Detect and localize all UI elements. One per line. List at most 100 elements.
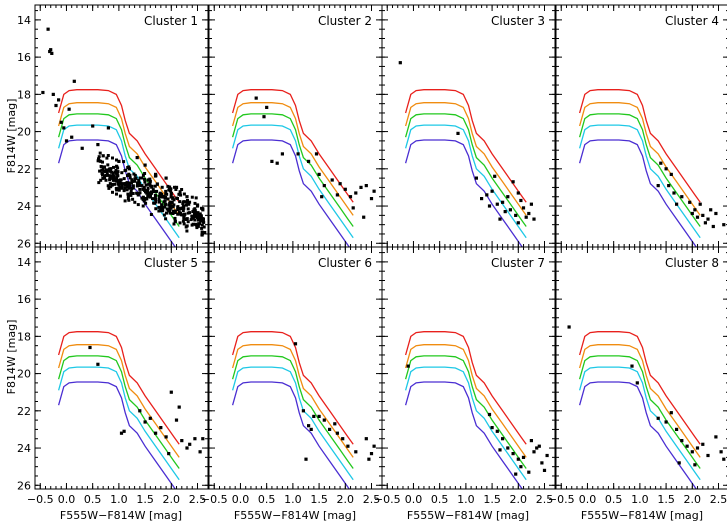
data-point [354,191,358,195]
data-point [529,439,533,443]
x-tick-label: 2.5 [536,493,554,506]
x-tick-label: 2.0 [510,493,528,506]
data-point [722,457,726,461]
data-point [140,176,144,180]
data-point [312,414,316,418]
data-point [141,204,145,208]
data-point [127,167,131,171]
data-point [506,446,510,450]
data-point [116,166,120,170]
isochrone-line-2 [57,102,180,216]
data-point [105,171,109,175]
isochrone-line-5 [231,139,351,247]
data-point [514,472,518,476]
data-point [176,205,180,209]
data-point [172,203,176,207]
data-point [516,221,520,225]
data-point [170,200,174,204]
data-point [180,439,184,443]
data-point [182,215,186,219]
data-point [160,203,164,207]
panel-7: Cluster 7 −0.5 0.0 0.5 1.0 1.5 2.0 2.5 [374,246,556,506]
data-point [115,192,118,196]
isochrone-line-5 [404,139,524,247]
data-point [117,188,121,192]
y-tick-label: 16 [17,51,31,64]
x-tick-label: 1.0 [457,493,475,506]
data-point [115,176,119,179]
data-point [501,200,505,204]
data-point [99,178,103,182]
data-point [359,185,363,189]
data-point [153,184,157,188]
data-point [182,204,185,208]
data-point [130,178,134,182]
isochrone-line-4 [231,124,354,239]
data-point [456,131,460,135]
data-point [362,215,366,219]
data-point [164,217,168,221]
data-point [157,209,161,213]
data-point [567,325,571,329]
panel-frame [555,246,727,490]
data-point [178,200,182,204]
data-point [167,452,171,456]
data-point [154,207,158,211]
data-point [97,157,100,161]
panel-title: Cluster 5 [144,256,198,270]
x-tick-label: 0.0 [579,493,597,506]
data-point [690,211,694,216]
isochrone-line-4 [57,366,180,481]
data-point [664,167,668,171]
data-point [135,156,139,160]
data-point [110,170,114,174]
data-point [193,207,197,211]
data-point [194,212,198,216]
data-point [151,188,155,192]
data-point [103,174,106,178]
data-point [664,420,668,424]
data-point [108,182,112,186]
data-point [100,168,104,172]
data-point [138,187,142,191]
data-point [101,172,105,176]
x-tick-label: 2.5 [710,493,727,506]
y-tick-label: 16 [17,293,31,306]
data-point [506,195,510,199]
data-point [354,450,358,454]
data-point [398,61,402,65]
data-point [148,182,152,186]
data-point [490,426,494,430]
data-point [301,409,305,413]
data-point [144,197,148,200]
panel-6: Cluster 6 −0.5 0.0 0.5 1.0 1.5 2.0 2.5 [201,246,383,506]
data-point [372,189,376,193]
panel-4: Cluster 4 [555,4,727,248]
data-point [151,197,154,201]
data-point [270,159,274,163]
data-point [123,199,127,203]
data-point [348,195,353,199]
data-point [54,103,58,108]
isochrone-line-3 [404,113,527,227]
data-point [635,381,639,385]
data-point [181,219,185,223]
data-point [116,170,120,174]
x-axis-title-2: F555W−F814W [mag] [234,509,356,522]
data-point [490,189,494,193]
data-point [511,452,515,456]
data-point [159,194,162,198]
data-point [101,154,105,158]
data-point [330,178,334,182]
data-point [714,435,718,439]
data-point [187,202,191,206]
data-point [142,186,146,189]
data-point [317,414,321,418]
data-point [106,163,110,167]
data-point [166,184,170,188]
data-point [136,203,140,207]
data-point [126,197,130,201]
data-point [143,163,147,167]
x-tick-label: 2.0 [163,493,181,506]
data-point [695,446,700,450]
